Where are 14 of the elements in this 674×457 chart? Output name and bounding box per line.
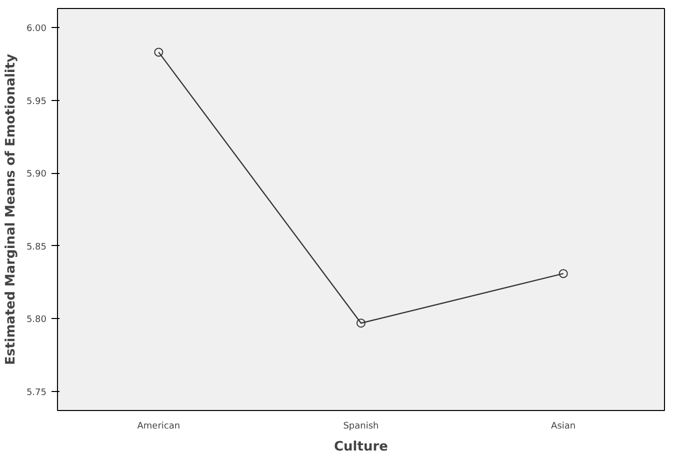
y-tick-label: 5.85 — [26, 242, 47, 252]
y-tick-label: 5.80 — [26, 315, 47, 326]
y-tick-label: 5.75 — [26, 388, 47, 398]
y-tick-label: 6.00 — [26, 24, 47, 34]
y-tick-label: 5.95 — [26, 96, 47, 107]
x-tick-label: Asian — [551, 422, 576, 432]
point — [558, 269, 568, 278]
y-axis-title: Estimated Marginal Means of Emotionality — [3, 53, 18, 366]
point — [356, 318, 366, 328]
x-tick-label: American — [137, 422, 180, 432]
x-tick-label: Spanish — [343, 422, 379, 432]
y-tick-label: 5.90 — [26, 170, 47, 180]
point — [154, 48, 164, 57]
x-axis-title: Culture — [334, 440, 388, 454]
